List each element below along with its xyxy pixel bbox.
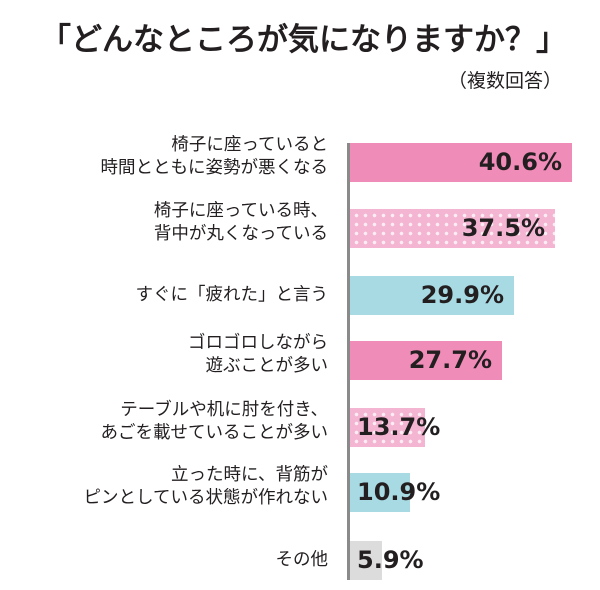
bar-label-line2: ピンとしている状態が作れない (83, 488, 328, 508)
bar-value-label: 5.9% (357, 546, 424, 574)
bar-value-label: 37.5% (461, 214, 545, 242)
bar-label: その他 (0, 549, 329, 572)
bar-label-line2: 背中が丸くなっている (153, 224, 328, 244)
chart-title: 「どんなところが気になりますか？」 (40, 22, 567, 58)
bar-label: すぐに「疲れた」と言う (0, 284, 329, 307)
bar-label-line1: 立った時に、背筋が (171, 465, 328, 485)
bar-label-line2: 遊ぶことが多い (205, 356, 329, 376)
bar-value-label: 13.7% (357, 413, 441, 441)
bar-value-label: 27.7% (408, 346, 492, 374)
bar-label: 立った時に、背筋が ピンとしている状態が作れない (0, 464, 328, 510)
bar (350, 341, 502, 380)
bar-label: テーブルや机に肘を付き、 あごを載せていることが多い (0, 399, 329, 445)
y-axis-line (347, 143, 350, 580)
bar-value-label: 40.6% (478, 148, 562, 176)
bar (350, 408, 425, 447)
bar (350, 143, 572, 182)
bar (350, 209, 555, 248)
bar-label-line1: 椅子に座っている時、 (153, 201, 328, 221)
bar-label-line1: その他 (275, 550, 329, 570)
bar (350, 276, 514, 315)
bar-label-line1: ゴロゴロしながら (188, 333, 328, 353)
bar (350, 473, 410, 512)
chart-subtitle: （複数回答） (447, 70, 562, 92)
bar-label-line2: 時間とともに姿勢が悪くなる (100, 158, 329, 178)
bar-value-label: 10.9% (357, 478, 441, 506)
bar-label: 椅子に座っている時、 背中が丸くなっている (0, 200, 328, 246)
bar-label: 椅子に座っていると 時間とともに姿勢が悪くなる (0, 134, 329, 180)
bar-label-line1: テーブルや机に肘を付き、 (120, 400, 328, 420)
bar-label-line1: すぐに「疲れた」と言う (135, 285, 329, 305)
bar-label: ゴロゴロしながら 遊ぶことが多い (0, 332, 328, 378)
bar (350, 541, 382, 580)
bar-value-label: 29.9% (420, 281, 504, 309)
bar-label-line2: あごを載せていることが多い (100, 423, 329, 443)
bar-label-line1: 椅子に座っていると (171, 135, 328, 155)
